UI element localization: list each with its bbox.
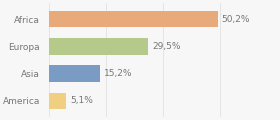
Bar bbox=[49, 65, 100, 82]
Bar bbox=[49, 38, 148, 55]
Text: 29,5%: 29,5% bbox=[152, 42, 181, 51]
Text: 15,2%: 15,2% bbox=[104, 69, 133, 78]
Bar bbox=[49, 11, 218, 27]
Bar bbox=[49, 93, 66, 109]
Text: 5,1%: 5,1% bbox=[70, 96, 93, 105]
Text: 50,2%: 50,2% bbox=[221, 15, 250, 24]
